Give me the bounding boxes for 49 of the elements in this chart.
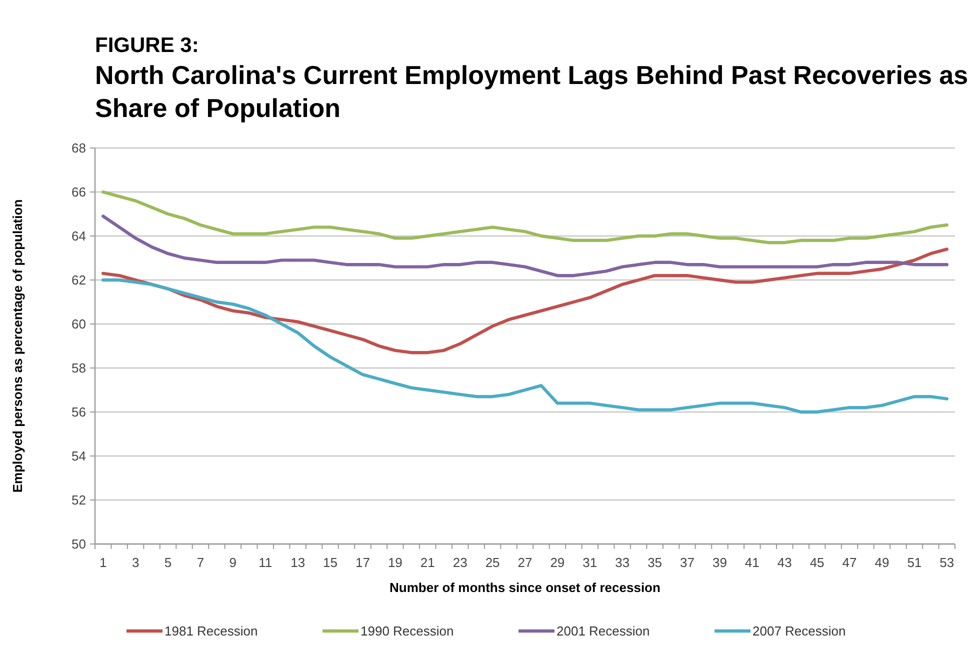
y-tick-label: 58	[72, 360, 86, 376]
x-tick-label: 33	[615, 555, 630, 570]
x-tick-label: 39	[712, 555, 727, 570]
x-tick-label: 11	[258, 555, 272, 570]
x-tick-label: 51	[907, 555, 922, 570]
x-tick-label: 37	[680, 555, 694, 570]
x-axis-title: Number of months since onset of recession	[390, 580, 660, 595]
chart-title: FIGURE 3:	[95, 34, 199, 57]
legend-label: 1990 Recession	[360, 624, 454, 639]
x-tick-label: 17	[356, 555, 370, 570]
x-tick-label: 13	[290, 555, 306, 570]
x-tick-label: 23	[452, 555, 468, 570]
y-tick-label: 64	[72, 228, 86, 244]
y-tick-label: 50	[72, 536, 86, 552]
legend-label: 2001 Recession	[556, 624, 650, 639]
x-tick-label: 15	[323, 555, 338, 570]
x-tick-label: 31	[582, 555, 598, 570]
x-tick-label: 25	[485, 555, 500, 570]
x-tick-label: 29	[550, 555, 565, 570]
x-tick-label: 27	[518, 555, 532, 570]
x-tick-label: 5	[164, 555, 172, 570]
line-series	[102, 214, 948, 278]
x-tick-label: 21	[420, 555, 435, 570]
x-tick-label: 19	[388, 555, 402, 570]
y-tick-label: 52	[72, 492, 86, 508]
x-tick-label: 35	[648, 555, 662, 570]
legend-label: 2007 Recession	[752, 624, 846, 639]
chart-subtitle: North Carolina's Current Employment Lags Behind Past Recoveries as Share of Population	[95, 60, 968, 123]
x-tick-label: 1	[99, 555, 107, 570]
x-tick-label: 41	[744, 555, 760, 570]
line-series	[102, 278, 948, 414]
x-tick-label: 3	[132, 555, 140, 570]
y-tick-label: 66	[72, 184, 86, 200]
x-tick-label: 45	[810, 555, 824, 570]
x-tick-label: 43	[777, 555, 792, 570]
y-tick-label: 54	[72, 448, 86, 464]
line-series	[102, 248, 948, 354]
x-tick-label: 53	[940, 555, 954, 570]
x-tick-label: 9	[229, 555, 237, 570]
x-tick-label: 7	[196, 555, 204, 570]
y-axis-title: Employed persons as percentage of population	[10, 199, 25, 493]
x-tick-label: 49	[874, 555, 890, 570]
y-tick-label: 60	[72, 316, 86, 332]
y-tick-label: 62	[72, 272, 86, 288]
y-tick-label: 68	[72, 140, 86, 156]
legend-label: 1981 Recession	[164, 624, 258, 639]
line-series	[102, 190, 948, 244]
x-tick-label: 47	[842, 555, 857, 570]
y-tick-label: 56	[72, 404, 86, 420]
